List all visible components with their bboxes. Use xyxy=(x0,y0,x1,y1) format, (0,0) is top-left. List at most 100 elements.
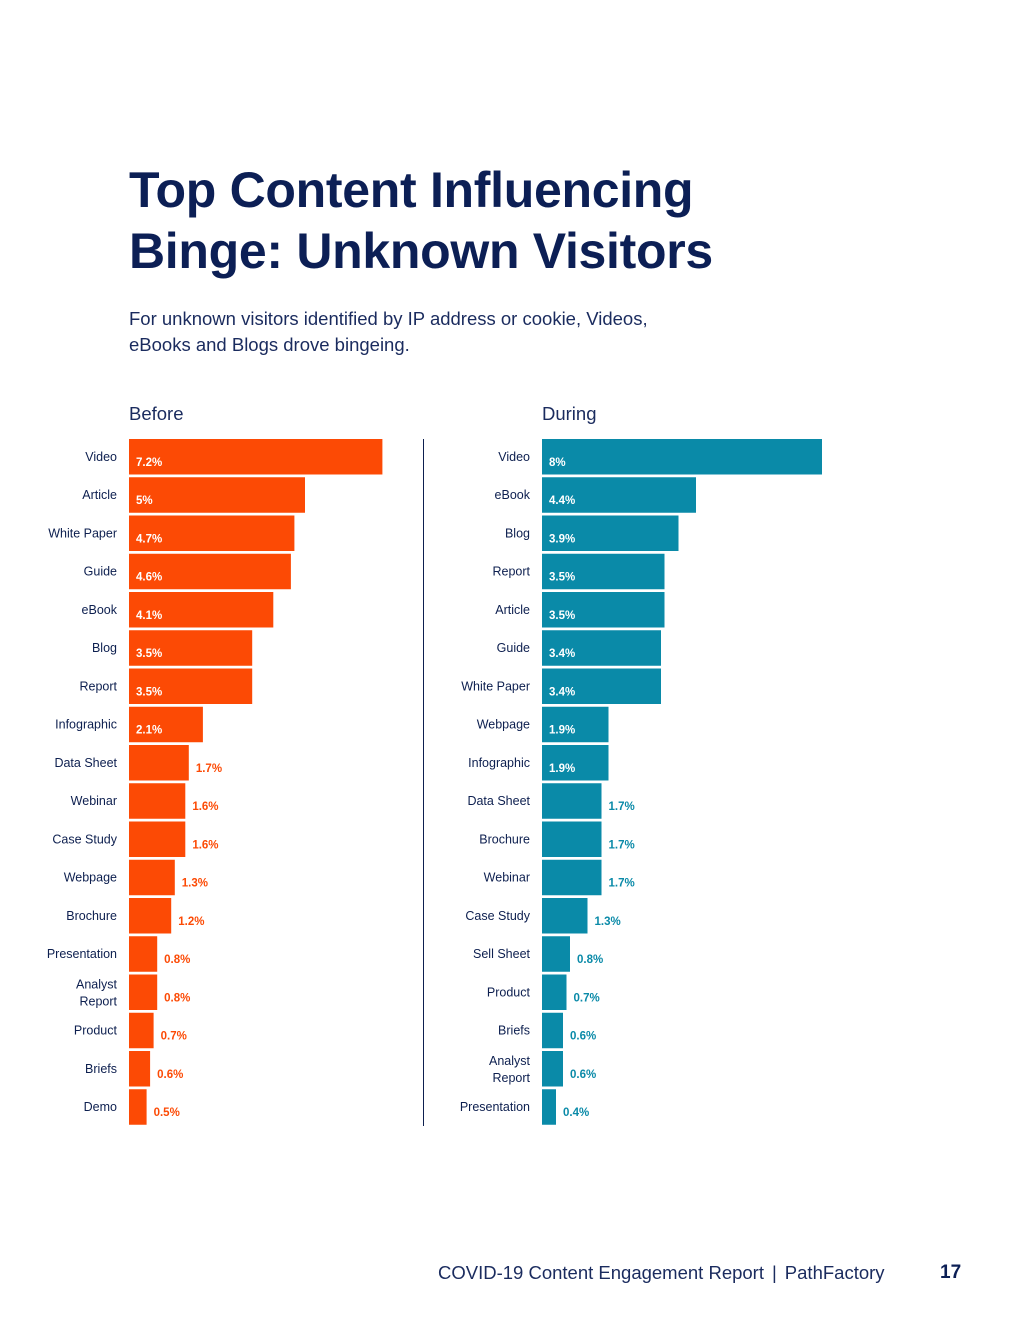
before-value-label: 2.1% xyxy=(136,725,162,737)
during-bar xyxy=(542,515,679,551)
before-category-label: Data Sheet xyxy=(54,756,117,770)
before-bar xyxy=(129,898,172,934)
before-category-label: Blog xyxy=(92,641,117,655)
before-value-label: 0.7% xyxy=(161,1031,187,1043)
before-category-label: White Paper xyxy=(48,526,117,540)
during-value-label: 3.5% xyxy=(549,610,575,622)
during-chart-title: During xyxy=(542,403,597,424)
before-bar xyxy=(129,859,175,896)
before-bar xyxy=(129,439,383,475)
during-category-label: Blog xyxy=(505,526,530,540)
during-bar xyxy=(542,1012,563,1049)
before-value-label: 1.2% xyxy=(178,916,204,928)
before-bar xyxy=(129,821,186,857)
page-title-line-1: Top Content Influencing xyxy=(129,162,694,218)
before-bar xyxy=(129,706,203,743)
during-value-label: 0.4% xyxy=(563,1107,589,1119)
before-value-label: 3.5% xyxy=(136,686,162,698)
during-category-label: Article xyxy=(495,603,530,617)
before-bar xyxy=(129,553,291,590)
before-value-label: 0.8% xyxy=(164,992,190,1004)
before-value-label: 1.6% xyxy=(192,839,218,851)
during-bar xyxy=(542,821,602,857)
before-category-label: Demo xyxy=(84,1100,117,1114)
during-bar xyxy=(542,706,609,743)
before-category-label: eBook xyxy=(82,603,118,617)
during-category-label: Product xyxy=(487,985,531,999)
during-bar xyxy=(542,439,822,475)
before-value-label: 3.5% xyxy=(136,648,162,660)
during-bar xyxy=(542,783,602,819)
during-value-label: 3.9% xyxy=(549,533,575,545)
during-bar xyxy=(542,1089,556,1125)
before-category-label: Webpage xyxy=(64,871,117,885)
page-number: 17 xyxy=(940,1262,962,1283)
before-value-label: 0.5% xyxy=(154,1107,180,1119)
during-category-label: Report xyxy=(492,565,530,579)
during-value-label: 0.6% xyxy=(570,1031,596,1043)
during-bar xyxy=(542,898,588,934)
during-value-label: 1.9% xyxy=(549,763,575,775)
during-category-label: Sell Sheet xyxy=(473,947,531,961)
during-category-label: White Paper xyxy=(461,679,530,693)
during-bar xyxy=(542,974,567,1010)
before-value-label: 4.1% xyxy=(136,610,162,622)
before-value-label: 4.6% xyxy=(136,572,162,584)
before-bar xyxy=(129,1089,147,1125)
during-value-label: 8% xyxy=(549,457,566,469)
during-bar xyxy=(542,859,602,896)
during-value-label: 0.8% xyxy=(577,954,603,966)
before-bar xyxy=(129,936,158,972)
before-bar xyxy=(129,1012,154,1049)
during-category-label: Infographic xyxy=(468,756,530,770)
before-bar xyxy=(129,974,158,1010)
before-category-label: Video xyxy=(85,450,117,464)
during-value-label: 3.4% xyxy=(549,648,575,660)
during-bar xyxy=(542,1051,563,1087)
before-category-label: Analyst Report xyxy=(76,977,118,1008)
footer-company: PathFactory xyxy=(784,1262,885,1283)
page-subtitle: For unknown visitors identified by IP ad… xyxy=(129,306,729,358)
page-subtitle-line-2: eBooks and Blogs drove bingeing. xyxy=(129,334,410,355)
during-value-label: 1.7% xyxy=(609,839,635,851)
during-value-label: 1.3% xyxy=(595,916,621,928)
during-category-label: eBook xyxy=(495,488,531,502)
during-value-label: 3.4% xyxy=(549,686,575,698)
during-value-label: 1.7% xyxy=(609,801,635,813)
before-chart-title: Before xyxy=(129,403,184,424)
before-value-label: 1.3% xyxy=(182,878,208,890)
page-subtitle-line-1: For unknown visitors identified by IP ad… xyxy=(129,308,648,329)
during-category-label: Video xyxy=(498,450,530,464)
during-bar xyxy=(542,668,661,704)
during-category-label: Guide xyxy=(497,641,530,655)
before-value-label: 1.7% xyxy=(196,763,222,775)
before-value-label: 0.8% xyxy=(164,954,190,966)
before-category-label: Infographic xyxy=(55,718,117,732)
during-value-label: 0.7% xyxy=(574,992,600,1004)
before-value-label: 5% xyxy=(136,495,153,507)
before-bar xyxy=(129,630,253,666)
footer: COVID-19 Content Engagement Report | PathF… xyxy=(438,1262,918,1284)
before-category-label: Case Study xyxy=(52,832,117,846)
before-category-label: Guide xyxy=(84,565,117,579)
before-value-label: 7.2% xyxy=(136,457,162,469)
page-title-line-2: Binge: Unknown Visitors xyxy=(129,223,713,279)
during-category-label: Webpage xyxy=(477,718,530,732)
before-category-label: Report xyxy=(79,679,117,693)
during-category-label: Analyst Report xyxy=(489,1054,531,1085)
during-category-label: Brochure xyxy=(479,832,530,846)
before-bar xyxy=(129,592,274,628)
before-bar xyxy=(129,1051,151,1087)
before-bar xyxy=(129,745,189,781)
during-bar xyxy=(542,477,696,513)
during-bar xyxy=(542,630,661,666)
before-value-label: 4.7% xyxy=(136,533,162,545)
before-bar xyxy=(129,515,295,551)
during-category-label: Presentation xyxy=(460,1100,530,1114)
during-category-label: Data Sheet xyxy=(467,794,530,808)
before-value-label: 1.6% xyxy=(192,801,218,813)
during-bar xyxy=(542,592,665,628)
before-bar xyxy=(129,783,186,819)
during-value-label: 1.7% xyxy=(609,878,635,890)
